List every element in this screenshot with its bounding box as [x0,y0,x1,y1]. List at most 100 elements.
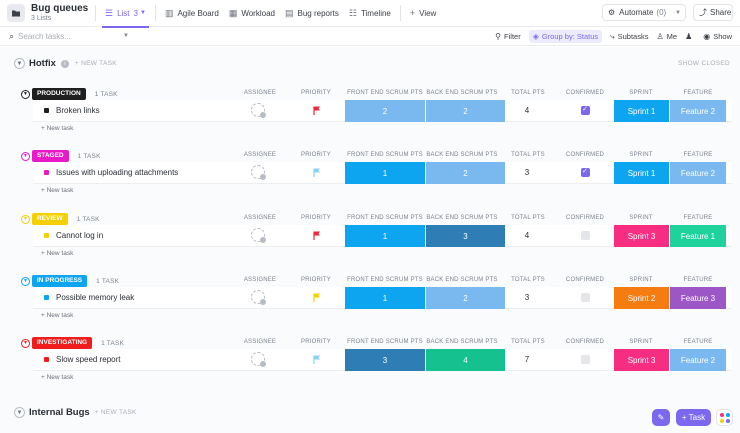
task-name[interactable]: Cannot log in [56,231,104,240]
back-end-pts-cell[interactable]: 2 [426,287,505,309]
column-header-back-end[interactable]: BACK END SCRUM PTS [426,152,498,158]
column-header-sprint[interactable]: SPRINT [629,90,653,96]
tab-timeline[interactable]: ☷ Timeline [344,0,396,27]
priority-flag-icon[interactable] [313,106,321,115]
column-header-sprint[interactable]: SPRINT [629,152,653,158]
front-end-pts-cell[interactable]: 1 [345,162,425,184]
back-end-pts-cell[interactable]: 2 [426,100,505,122]
column-header-back-end[interactable]: BACK END SCRUM PTS [426,339,498,345]
add-assignee-icon[interactable] [251,165,266,180]
column-header-total[interactable]: TOTAL PTS [511,152,545,158]
status-square-icon[interactable] [44,295,49,300]
add-assignee-icon[interactable] [251,103,266,118]
search-input[interactable]: ⌕ Search tasks... ▼ [9,31,129,42]
task-name[interactable]: Slow speed report [56,355,121,364]
front-end-pts-cell[interactable]: 3 [345,349,425,371]
column-header-feature[interactable]: FEATURE [683,339,713,345]
column-header-confirmed[interactable]: CONFIRMED [565,339,605,345]
automate-button[interactable]: ⚙ Automate (0) ▼ [602,4,686,21]
column-header-feature[interactable]: FEATURE [683,152,713,158]
add-task-link[interactable]: + New task [41,250,74,257]
column-header-front-end[interactable]: FRONT END SCRUM PTS [347,277,423,283]
status-badge[interactable]: PRODUCTION [32,88,86,100]
column-header-total[interactable]: TOTAL PTS [511,277,545,283]
column-header-sprint[interactable]: SPRINT [629,215,653,221]
column-header-assignee[interactable]: ASSIGNEE [243,215,277,221]
tab-list[interactable]: ☰ List 3 ▼ [100,0,151,28]
status-badge[interactable]: IN PROGRESS [32,275,88,287]
column-header-total[interactable]: TOTAL PTS [511,339,545,345]
column-header-assignee[interactable]: ASSIGNEE [243,339,277,345]
column-header-confirmed[interactable]: CONFIRMED [565,215,605,221]
feature-cell[interactable]: Feature 2 [670,162,726,184]
column-header-assignee[interactable]: ASSIGNEE [243,152,277,158]
sprint-cell[interactable]: Sprint 2 [614,287,669,309]
task-name[interactable]: Broken links [56,106,100,115]
front-end-pts-cell[interactable]: 2 [345,100,425,122]
table-row[interactable]: Cannot log in 1 3 4 Sprint 3 Feature 1 [33,225,732,247]
column-header-feature[interactable]: FEATURE [683,90,713,96]
tab-workload[interactable]: ▦ Workload [224,0,280,27]
column-header-sprint[interactable]: SPRINT [629,277,653,283]
back-end-pts-cell[interactable]: 3 [426,225,505,247]
column-header-feature[interactable]: FEATURE [683,215,713,221]
share-button[interactable]: ⤴ Share [693,4,733,21]
new-task-button[interactable]: + Task [676,409,711,426]
column-header-back-end[interactable]: BACK END SCRUM PTS [426,90,498,96]
add-view-button[interactable]: + View [405,0,441,27]
chevron-down-icon[interactable]: ▼ [123,33,129,39]
table-row[interactable]: Issues with uploading attachments 1 2 3 … [33,162,732,184]
column-header-feature[interactable]: FEATURE [683,277,713,283]
feature-cell[interactable]: Feature 3 [670,287,726,309]
group-by-button[interactable]: ◈ Group by: Status [528,30,603,43]
collapse-icon[interactable]: ▼ [21,89,30,99]
column-header-front-end[interactable]: FRONT END SCRUM PTS [347,152,423,158]
collapse-icon[interactable]: ▼ [21,338,30,348]
confirmed-checkbox[interactable] [581,105,590,115]
filter-button[interactable]: ⚲ Filter [495,32,521,41]
confirmed-checkbox[interactable] [581,293,590,302]
tab-bug-reports[interactable]: ▤ Bug reports [280,0,344,27]
confirmed-checkbox[interactable] [581,355,590,364]
status-badge[interactable]: STAGED [32,150,69,162]
section-new-task-button[interactable]: + NEW TASK [74,60,117,67]
show-closed-button[interactable]: SHOW CLOSED [677,60,730,67]
column-header-priority[interactable]: PRIORITY [301,215,331,221]
priority-flag-icon[interactable] [313,231,321,240]
table-row[interactable]: Broken links 2 2 4 Sprint 1 Feature 2 [33,100,732,122]
column-header-back-end[interactable]: BACK END SCRUM PTS [426,277,498,283]
column-header-priority[interactable]: PRIORITY [301,90,331,96]
notepad-button[interactable]: ✎ [652,409,670,426]
show-button[interactable]: ◉ Show [703,32,732,41]
feature-cell[interactable]: Feature 1 [670,225,726,247]
column-header-confirmed[interactable]: CONFIRMED [565,152,605,158]
column-header-total[interactable]: TOTAL PTS [511,215,545,221]
column-header-assignee[interactable]: ASSIGNEE [243,90,277,96]
status-square-icon[interactable] [44,108,49,113]
collapse-icon[interactable]: ▼ [14,58,25,69]
feature-cell[interactable]: Feature 2 [670,349,726,371]
priority-flag-icon[interactable] [313,293,321,302]
column-header-front-end[interactable]: FRONT END SCRUM PTS [347,339,423,345]
column-header-total[interactable]: TOTAL PTS [511,90,545,96]
column-header-confirmed[interactable]: CONFIRMED [565,90,605,96]
add-assignee-icon[interactable] [251,290,266,305]
add-task-link[interactable]: + New task [41,125,74,132]
collapse-icon[interactable]: ▼ [14,407,25,418]
table-row[interactable]: Possible memory leak 1 2 3 Sprint 2 Feat… [33,287,732,309]
status-badge[interactable]: REVIEW [32,213,68,225]
priority-flag-icon[interactable] [313,355,321,364]
column-header-confirmed[interactable]: CONFIRMED [565,277,605,283]
back-end-pts-cell[interactable]: 4 [426,349,505,371]
section-new-task-button[interactable]: + NEW TASK [94,409,137,416]
column-header-front-end[interactable]: FRONT END SCRUM PTS [347,215,423,221]
sprint-cell[interactable]: Sprint 1 [614,100,669,122]
column-header-priority[interactable]: PRIORITY [301,339,331,345]
status-square-icon[interactable] [44,170,49,175]
task-name[interactable]: Issues with uploading attachments [56,168,179,177]
priority-flag-icon[interactable] [313,168,321,177]
caret-down-icon[interactable]: ▼ [139,10,146,16]
column-header-back-end[interactable]: BACK END SCRUM PTS [426,215,498,221]
column-header-sprint[interactable]: SPRINT [629,339,653,345]
info-icon[interactable]: i [60,59,69,68]
